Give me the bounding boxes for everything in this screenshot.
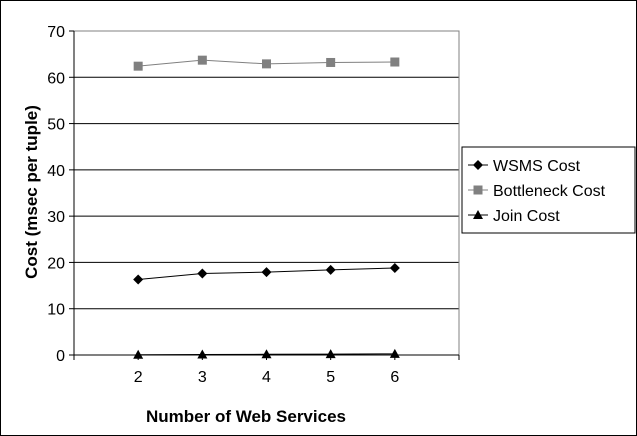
data-point-2-2 [261, 349, 272, 359]
y-tick-label-60: 60 [47, 70, 65, 87]
data-point-2-0 [133, 349, 144, 359]
legend-label-1: Bottleneck Cost [493, 183, 606, 200]
x-axis-label: Number of Web Services [146, 407, 346, 426]
series-0 [133, 262, 400, 285]
x-tick-label-6: 6 [390, 369, 399, 386]
legend: WSMS Cost Bottleneck Cost Join Cost [461, 146, 636, 234]
legend-marker-2 [473, 210, 483, 219]
legend-label-2: Join Cost [493, 208, 560, 225]
legend-item-1: Bottleneck Cost [468, 183, 606, 200]
data-point-2-1 [197, 349, 208, 359]
legend-box [461, 146, 636, 234]
data-point-2-4 [389, 348, 400, 358]
series-2 [133, 348, 400, 359]
y-tick-label-10: 10 [47, 302, 65, 319]
y-tick-label-0: 0 [56, 348, 65, 365]
data-point-1-3 [326, 57, 336, 67]
data-point-0-1 [197, 268, 208, 279]
y-axis: 0 10 20 30 40 50 60 70 [47, 24, 74, 365]
series-group [133, 55, 400, 359]
data-point-1-0 [133, 61, 143, 71]
data-point-1-1 [197, 55, 207, 65]
legend-item-2: Join Cost [468, 208, 560, 225]
data-point-0-4 [389, 262, 400, 273]
series-1 [133, 55, 400, 71]
y-tick-label-50: 50 [47, 117, 65, 134]
y-tick-label-30: 30 [47, 209, 65, 226]
data-point-1-4 [390, 57, 400, 67]
x-tick-label-2: 2 [134, 369, 143, 386]
x-tick-label-3: 3 [198, 369, 207, 386]
data-point-0-2 [261, 267, 272, 278]
data-point-0-0 [133, 274, 144, 285]
legend-item-0: WSMS Cost [468, 158, 581, 175]
x-tick-label-5: 5 [326, 369, 335, 386]
data-point-1-2 [262, 59, 271, 69]
legend-label-0: WSMS Cost [493, 158, 581, 175]
legend-marker-0 [473, 160, 483, 170]
y-tick-label-70: 70 [47, 24, 65, 41]
y-tick-label-40: 40 [47, 163, 65, 180]
legend-marker-1 [473, 185, 483, 195]
y-tick-label-20: 20 [47, 255, 65, 272]
data-point-0-3 [325, 264, 336, 275]
x-tick-label-4: 4 [262, 369, 271, 386]
y-axis-label: Cost (msec per tuple) [22, 105, 41, 279]
data-point-2-3 [325, 349, 336, 359]
